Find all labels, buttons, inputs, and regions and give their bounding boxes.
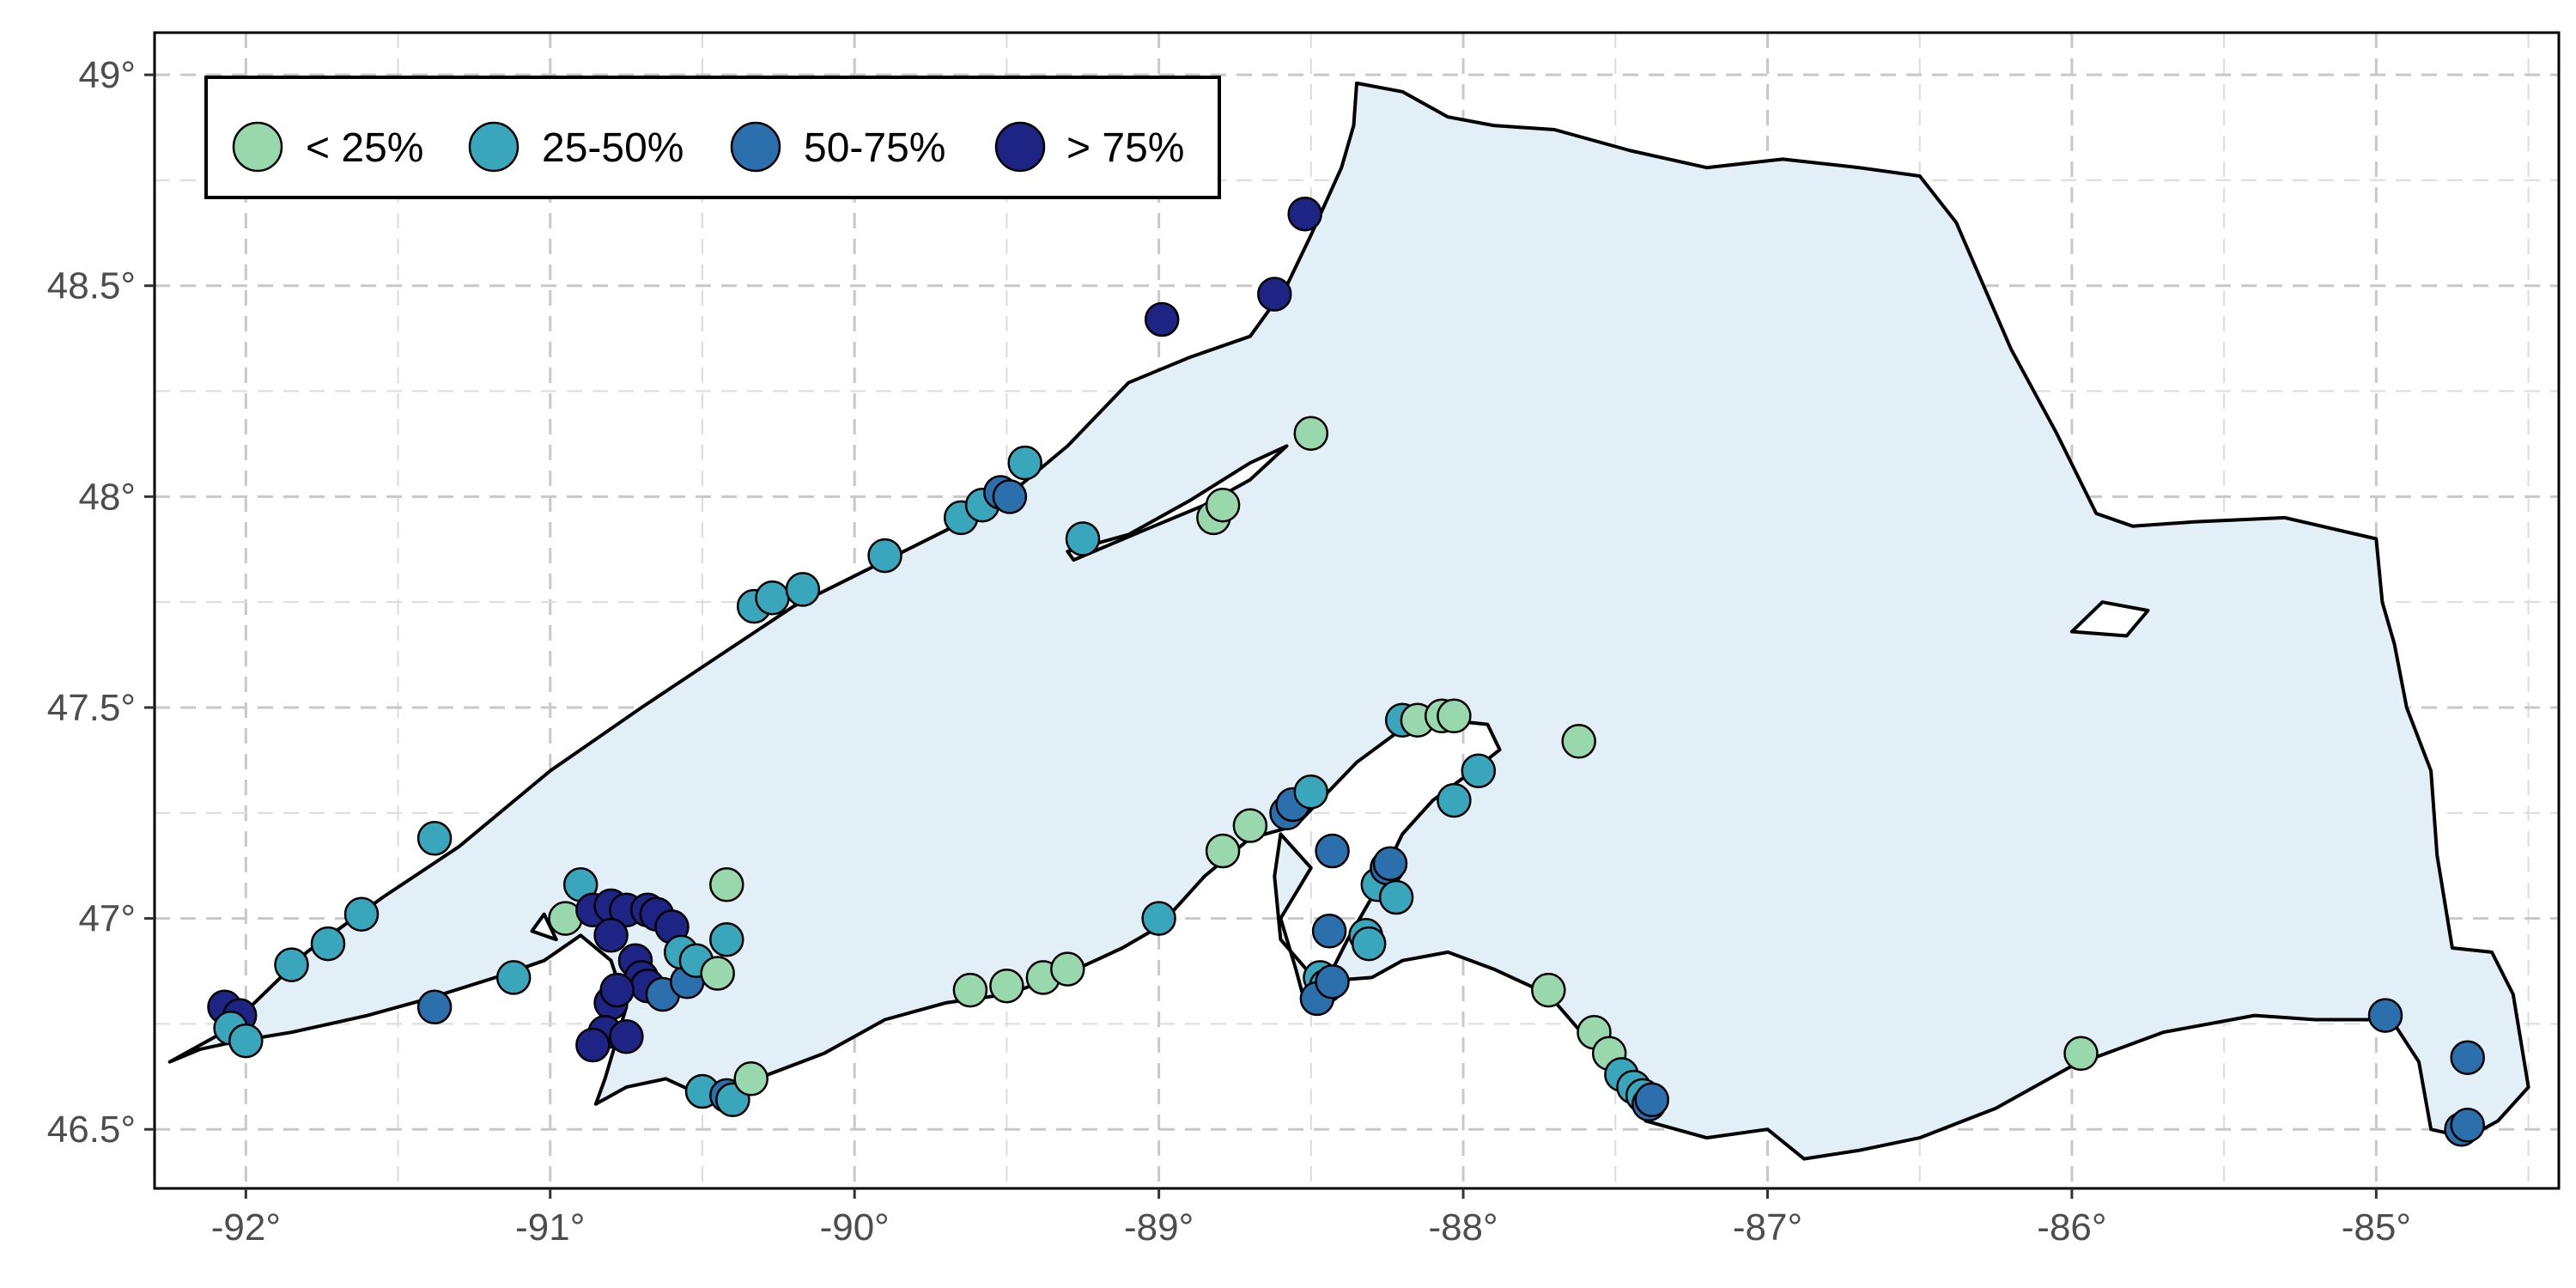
legend-label-50-75: 50-75% xyxy=(804,125,945,171)
x-axis: -92° -91° -90° -89° -88° -87° -86° -85° xyxy=(211,1188,2411,1249)
site-point-82 xyxy=(1561,724,1596,759)
legend-swatch-gt75 xyxy=(994,121,1046,173)
x-tick-label-7: -85° xyxy=(2342,1206,2411,1249)
y-tick-label-5: 49° xyxy=(78,54,136,96)
site-point-81 xyxy=(1461,753,1497,788)
site-point-45 xyxy=(992,479,1028,514)
site-point-26 xyxy=(609,1018,644,1054)
site-point-59 xyxy=(1205,833,1241,869)
legend: < 25% 25-50% 50-75% > 75% xyxy=(204,76,1221,199)
x-tick-label-0: -92° xyxy=(211,1206,281,1249)
site-point-31 xyxy=(700,956,735,991)
sampling-sites xyxy=(207,196,2485,1147)
y-tick-label-4: 48.5° xyxy=(47,265,136,307)
site-point-51 xyxy=(1257,276,1292,312)
site-point-60 xyxy=(1232,808,1268,843)
site-point-55 xyxy=(989,968,1024,1004)
site-point-95 xyxy=(2450,1108,2485,1143)
legend-label-gt75: > 75% xyxy=(1066,125,1184,171)
site-point-71 xyxy=(1351,926,1387,962)
site-point-53 xyxy=(1293,416,1329,451)
site-point-39 xyxy=(755,580,790,616)
site-point-48 xyxy=(1144,301,1180,337)
site-point-75 xyxy=(1378,879,1414,915)
site-point-91 xyxy=(2063,1036,2099,1072)
island-1 xyxy=(2069,600,2150,638)
site-point-69 xyxy=(1315,964,1350,999)
site-point-47 xyxy=(1065,521,1101,556)
plot-panel-border xyxy=(153,31,2561,1190)
site-point-4 xyxy=(274,947,309,982)
legend-swatch-lt25 xyxy=(232,121,283,173)
lake-outline xyxy=(167,81,2530,1161)
site-point-40 xyxy=(785,572,821,607)
site-point-63 xyxy=(1293,774,1329,810)
site-point-79 xyxy=(1437,698,1472,734)
y-tick-label-3: 48° xyxy=(78,476,136,518)
site-point-64 xyxy=(1315,833,1350,869)
site-point-8 xyxy=(416,989,453,1025)
site-point-46 xyxy=(1007,445,1042,481)
site-point-37 xyxy=(733,1061,769,1097)
island-2 xyxy=(530,912,558,942)
x-tick-label-3: -89° xyxy=(1124,1206,1194,1249)
y-axis: 46.5° 47° 47.5° 48° 48.5° 49° xyxy=(47,54,155,1151)
site-point-3 xyxy=(228,1023,264,1059)
site-point-9 xyxy=(495,960,532,995)
site-point-90 xyxy=(1634,1082,1670,1118)
site-point-93 xyxy=(2450,1040,2485,1075)
site-point-23 xyxy=(599,972,635,1008)
site-point-58 xyxy=(1141,901,1176,936)
site-point-54 xyxy=(952,972,988,1008)
site-point-83 xyxy=(1531,972,1566,1008)
site-point-18 xyxy=(593,918,629,953)
x-tick-label-2: -90° xyxy=(820,1206,890,1249)
x-tick-label-5: -87° xyxy=(1733,1206,1802,1249)
legend-label-lt25: < 25% xyxy=(306,125,423,171)
site-point-52 xyxy=(1287,196,1322,232)
site-point-6 xyxy=(343,896,380,932)
site-point-33 xyxy=(709,867,744,902)
x-tick-label-6: -86° xyxy=(2037,1206,2106,1249)
legend-box xyxy=(204,76,1221,199)
y-tick-label-1: 47° xyxy=(78,898,136,940)
legend-swatch-50-75 xyxy=(730,121,781,173)
site-point-5 xyxy=(310,926,346,962)
site-point-41 xyxy=(867,538,902,574)
site-point-32 xyxy=(709,921,744,957)
site-point-50 xyxy=(1205,487,1241,523)
site-point-74 xyxy=(1372,846,1408,881)
y-tick-label-2: 47.5° xyxy=(47,687,136,729)
site-point-92 xyxy=(2367,998,2403,1033)
legend-label-25-50: 25-50% xyxy=(542,125,683,171)
x-tick-label-1: -91° xyxy=(515,1206,585,1249)
y-tick-label-0: 46.5° xyxy=(47,1109,136,1151)
site-point-65 xyxy=(1311,914,1347,949)
site-point-25 xyxy=(575,1027,611,1063)
site-point-80 xyxy=(1437,782,1472,818)
site-point-7 xyxy=(416,821,453,856)
site-point-57 xyxy=(1050,951,1085,987)
x-tick-label-4: -88° xyxy=(1428,1206,1498,1249)
legend-swatch-25-50 xyxy=(468,121,519,173)
